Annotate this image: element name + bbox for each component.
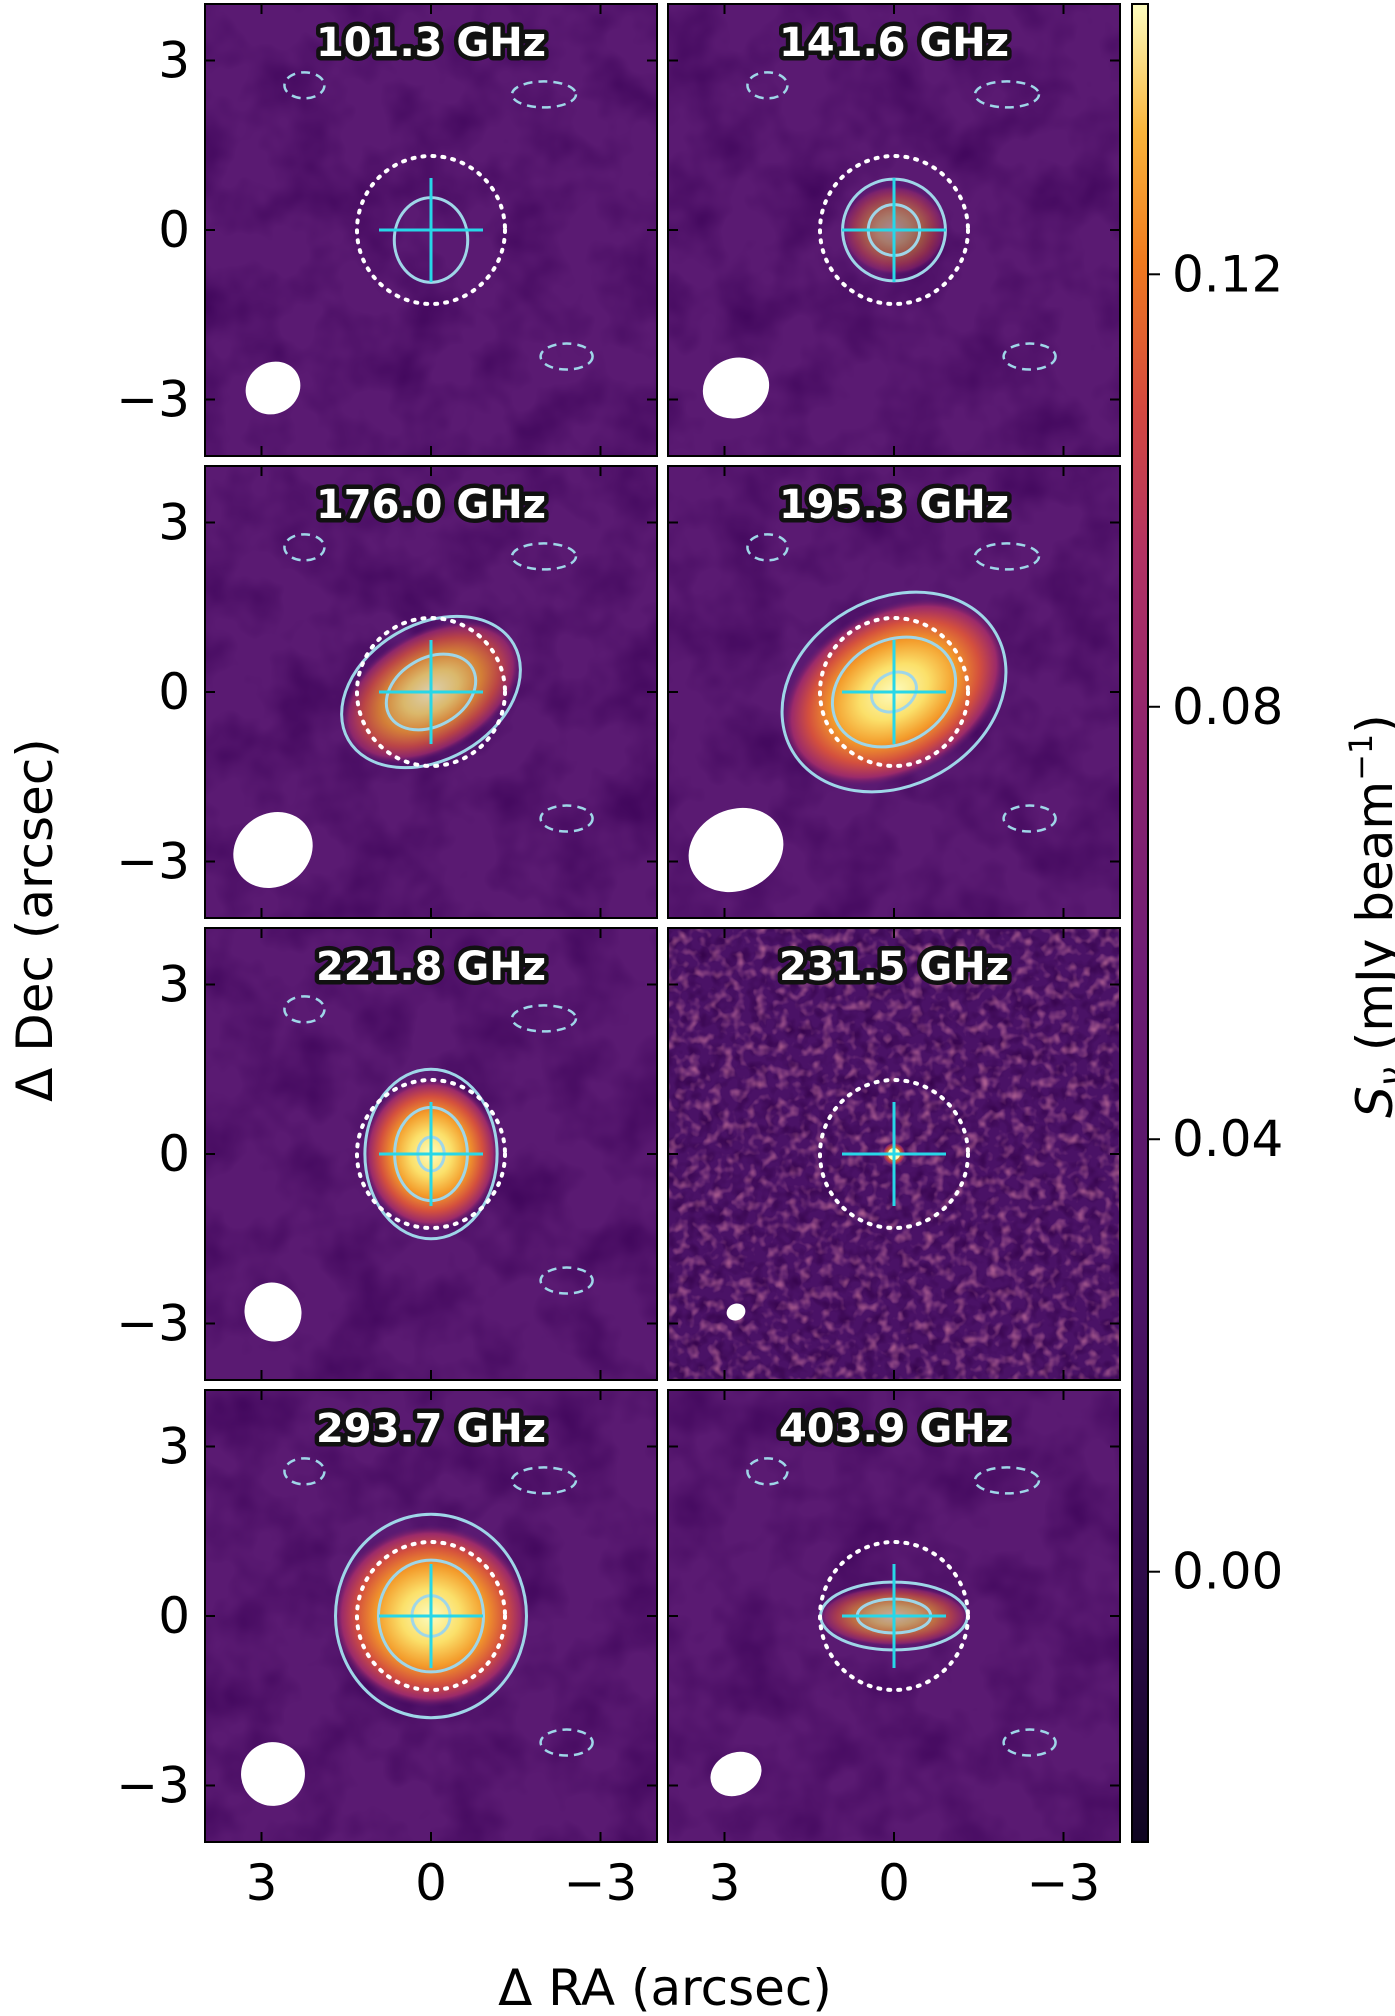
negative-contour bbox=[510, 1466, 578, 1495]
contour-line bbox=[376, 1558, 486, 1674]
colorbar-label: Sν (mJy beam−1) bbox=[1342, 714, 1395, 1118]
panel-title: 141.6 GHz bbox=[779, 20, 1009, 66]
negative-contour bbox=[510, 1004, 578, 1033]
panel-title: 195.3 GHz bbox=[779, 482, 1009, 528]
aperture-circle bbox=[818, 616, 970, 768]
negative-contour bbox=[1002, 1728, 1057, 1757]
y-tick-label: 3 bbox=[158, 494, 190, 552]
y-tick-label: 0 bbox=[158, 1587, 190, 1645]
colorbar-tick-label: 0.00 bbox=[1172, 1543, 1283, 1601]
colorbar: 0.00 0.04 0.08 0.12 Sν (mJy beam−1) bbox=[1131, 3, 1395, 1843]
aperture-circle bbox=[355, 616, 507, 768]
y-tick-label: 3 bbox=[158, 956, 190, 1014]
panel-title: 403.9 GHz bbox=[779, 1406, 1009, 1452]
x-tick-label: 3 bbox=[246, 1854, 278, 1912]
contour-line bbox=[870, 670, 918, 714]
x-axis-label: Δ RA (arcsec) bbox=[498, 1959, 832, 2016]
negative-contour bbox=[539, 804, 594, 833]
negative-contour bbox=[973, 1466, 1041, 1495]
beam-ellipse bbox=[244, 1282, 302, 1342]
map-panel: 231.5 GHz bbox=[667, 927, 1121, 1381]
panel-title: 231.5 GHz bbox=[779, 944, 1009, 990]
negative-contour bbox=[746, 1457, 789, 1486]
y-tick-label: 0 bbox=[158, 201, 190, 259]
negative-contour bbox=[1002, 342, 1057, 371]
y-tick-label: −3 bbox=[116, 1295, 190, 1353]
y-tick-label: −3 bbox=[116, 833, 190, 891]
contour-line bbox=[363, 1067, 499, 1241]
panel-title: 176.0 GHz bbox=[316, 482, 546, 528]
negative-contour bbox=[283, 533, 326, 562]
aperture-circle bbox=[818, 1540, 970, 1692]
beam-ellipse bbox=[710, 1751, 762, 1797]
negative-contour bbox=[973, 542, 1041, 571]
beam-ellipse bbox=[245, 361, 301, 415]
negative-contour bbox=[510, 542, 578, 571]
x-tick-label: 0 bbox=[878, 1854, 910, 1912]
aperture-circle bbox=[818, 154, 970, 306]
negative-contour bbox=[283, 995, 326, 1024]
map-panel: 403.9 GHz bbox=[667, 1389, 1121, 1843]
contour-line bbox=[340, 614, 522, 770]
negative-contour bbox=[746, 533, 789, 562]
beam-ellipse bbox=[688, 807, 784, 893]
negative-contour bbox=[1002, 804, 1057, 833]
contour-line bbox=[780, 590, 1008, 794]
negative-contour bbox=[539, 1728, 594, 1757]
colorbar-tick-label: 0.08 bbox=[1172, 678, 1283, 736]
negative-contour bbox=[510, 80, 578, 109]
y-axis-label: Δ Dec (arcsec) bbox=[6, 738, 64, 1102]
aperture-circle bbox=[355, 1078, 507, 1230]
map-panel: 176.0 GHz bbox=[204, 465, 658, 919]
y-tick-label: 0 bbox=[158, 663, 190, 721]
x-tick-label: 0 bbox=[415, 1854, 447, 1912]
negative-contour bbox=[973, 80, 1041, 109]
negative-contour bbox=[746, 71, 789, 100]
panel-title: 221.8 GHz bbox=[316, 944, 546, 990]
y-tick-label: 3 bbox=[158, 32, 190, 90]
map-panel: 101.3 GHz bbox=[204, 3, 658, 457]
x-tick-label: −3 bbox=[564, 1854, 638, 1912]
beam-ellipse bbox=[726, 1303, 746, 1321]
y-tick-label: −3 bbox=[116, 1757, 190, 1815]
colorbar-tick-label: 0.12 bbox=[1172, 245, 1283, 303]
beam-ellipse bbox=[241, 1742, 305, 1806]
panel-title: 293.7 GHz bbox=[316, 1406, 546, 1452]
negative-contour bbox=[283, 71, 326, 100]
beam-ellipse bbox=[233, 812, 313, 888]
aperture-circle bbox=[355, 154, 507, 306]
negative-contour bbox=[539, 342, 594, 371]
y-tick-label: −3 bbox=[116, 371, 190, 429]
contour-line bbox=[384, 652, 478, 732]
y-tick-label: 0 bbox=[158, 1125, 190, 1183]
negative-contour bbox=[283, 1457, 326, 1486]
negative-contour bbox=[539, 1266, 594, 1295]
x-tick-label: 3 bbox=[709, 1854, 741, 1912]
map-panel: 221.8 GHz bbox=[204, 927, 658, 1381]
panel-title: 101.3 GHz bbox=[316, 20, 546, 66]
y-tick-label: 3 bbox=[158, 1418, 190, 1476]
map-panel: 293.7 GHz bbox=[204, 1389, 658, 1843]
beam-ellipse bbox=[702, 357, 770, 419]
aperture-circle bbox=[818, 1078, 970, 1230]
aperture-circle bbox=[355, 1540, 507, 1692]
map-panel: 141.6 GHz bbox=[667, 3, 1121, 457]
map-panel: 195.3 GHz bbox=[667, 465, 1121, 919]
contour-line bbox=[334, 1512, 528, 1720]
contour-line bbox=[830, 635, 958, 749]
x-tick-label: −3 bbox=[1027, 1854, 1101, 1912]
colorbar-tick-label: 0.04 bbox=[1172, 1110, 1283, 1168]
colorbar-gradient bbox=[1131, 3, 1149, 1843]
